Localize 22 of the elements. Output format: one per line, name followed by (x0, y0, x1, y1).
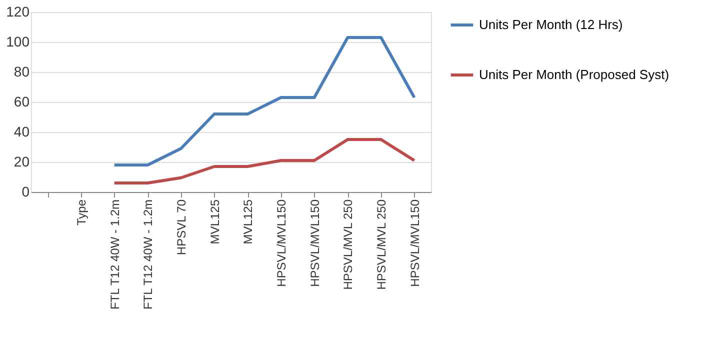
y-tick-label: 80 (14, 64, 30, 80)
x-tick-label: MVL125 (241, 199, 256, 244)
y-tick-label: 100 (6, 34, 30, 50)
y-tick-label: 0 (22, 184, 30, 200)
x-tick-label: HPSVL/MVL 250 (341, 199, 356, 290)
legend-label: Units Per Month (Proposed Syst) (479, 67, 670, 82)
x-tick-label: HPSVL/MVL150 (308, 199, 322, 287)
y-tick-label: 20 (14, 154, 30, 170)
x-tick-label: HPSVL/MVL150 (274, 199, 288, 287)
line-series (112, 36, 416, 166)
x-tick-label: HPSVL 70 (174, 199, 188, 256)
y-tick-label: 60 (14, 94, 30, 110)
x-tick-label: MVL125 (208, 199, 222, 244)
x-tick-label: FTL T12 40W - 1.2m (108, 200, 122, 310)
x-tick-label: Type (74, 199, 88, 226)
x-tick-label: FTL T12 40W - 1.2m (141, 200, 156, 310)
x-tick-label: HPSVL/MVL 250 (374, 199, 388, 290)
x-tick-label: HPSVL/MVL150 (408, 199, 422, 287)
legend-label: Units Per Month (12 Hrs) (479, 17, 623, 32)
y-tick-label: 120 (6, 4, 30, 20)
line-series (112, 138, 416, 184)
y-tick-label: 40 (14, 124, 30, 140)
